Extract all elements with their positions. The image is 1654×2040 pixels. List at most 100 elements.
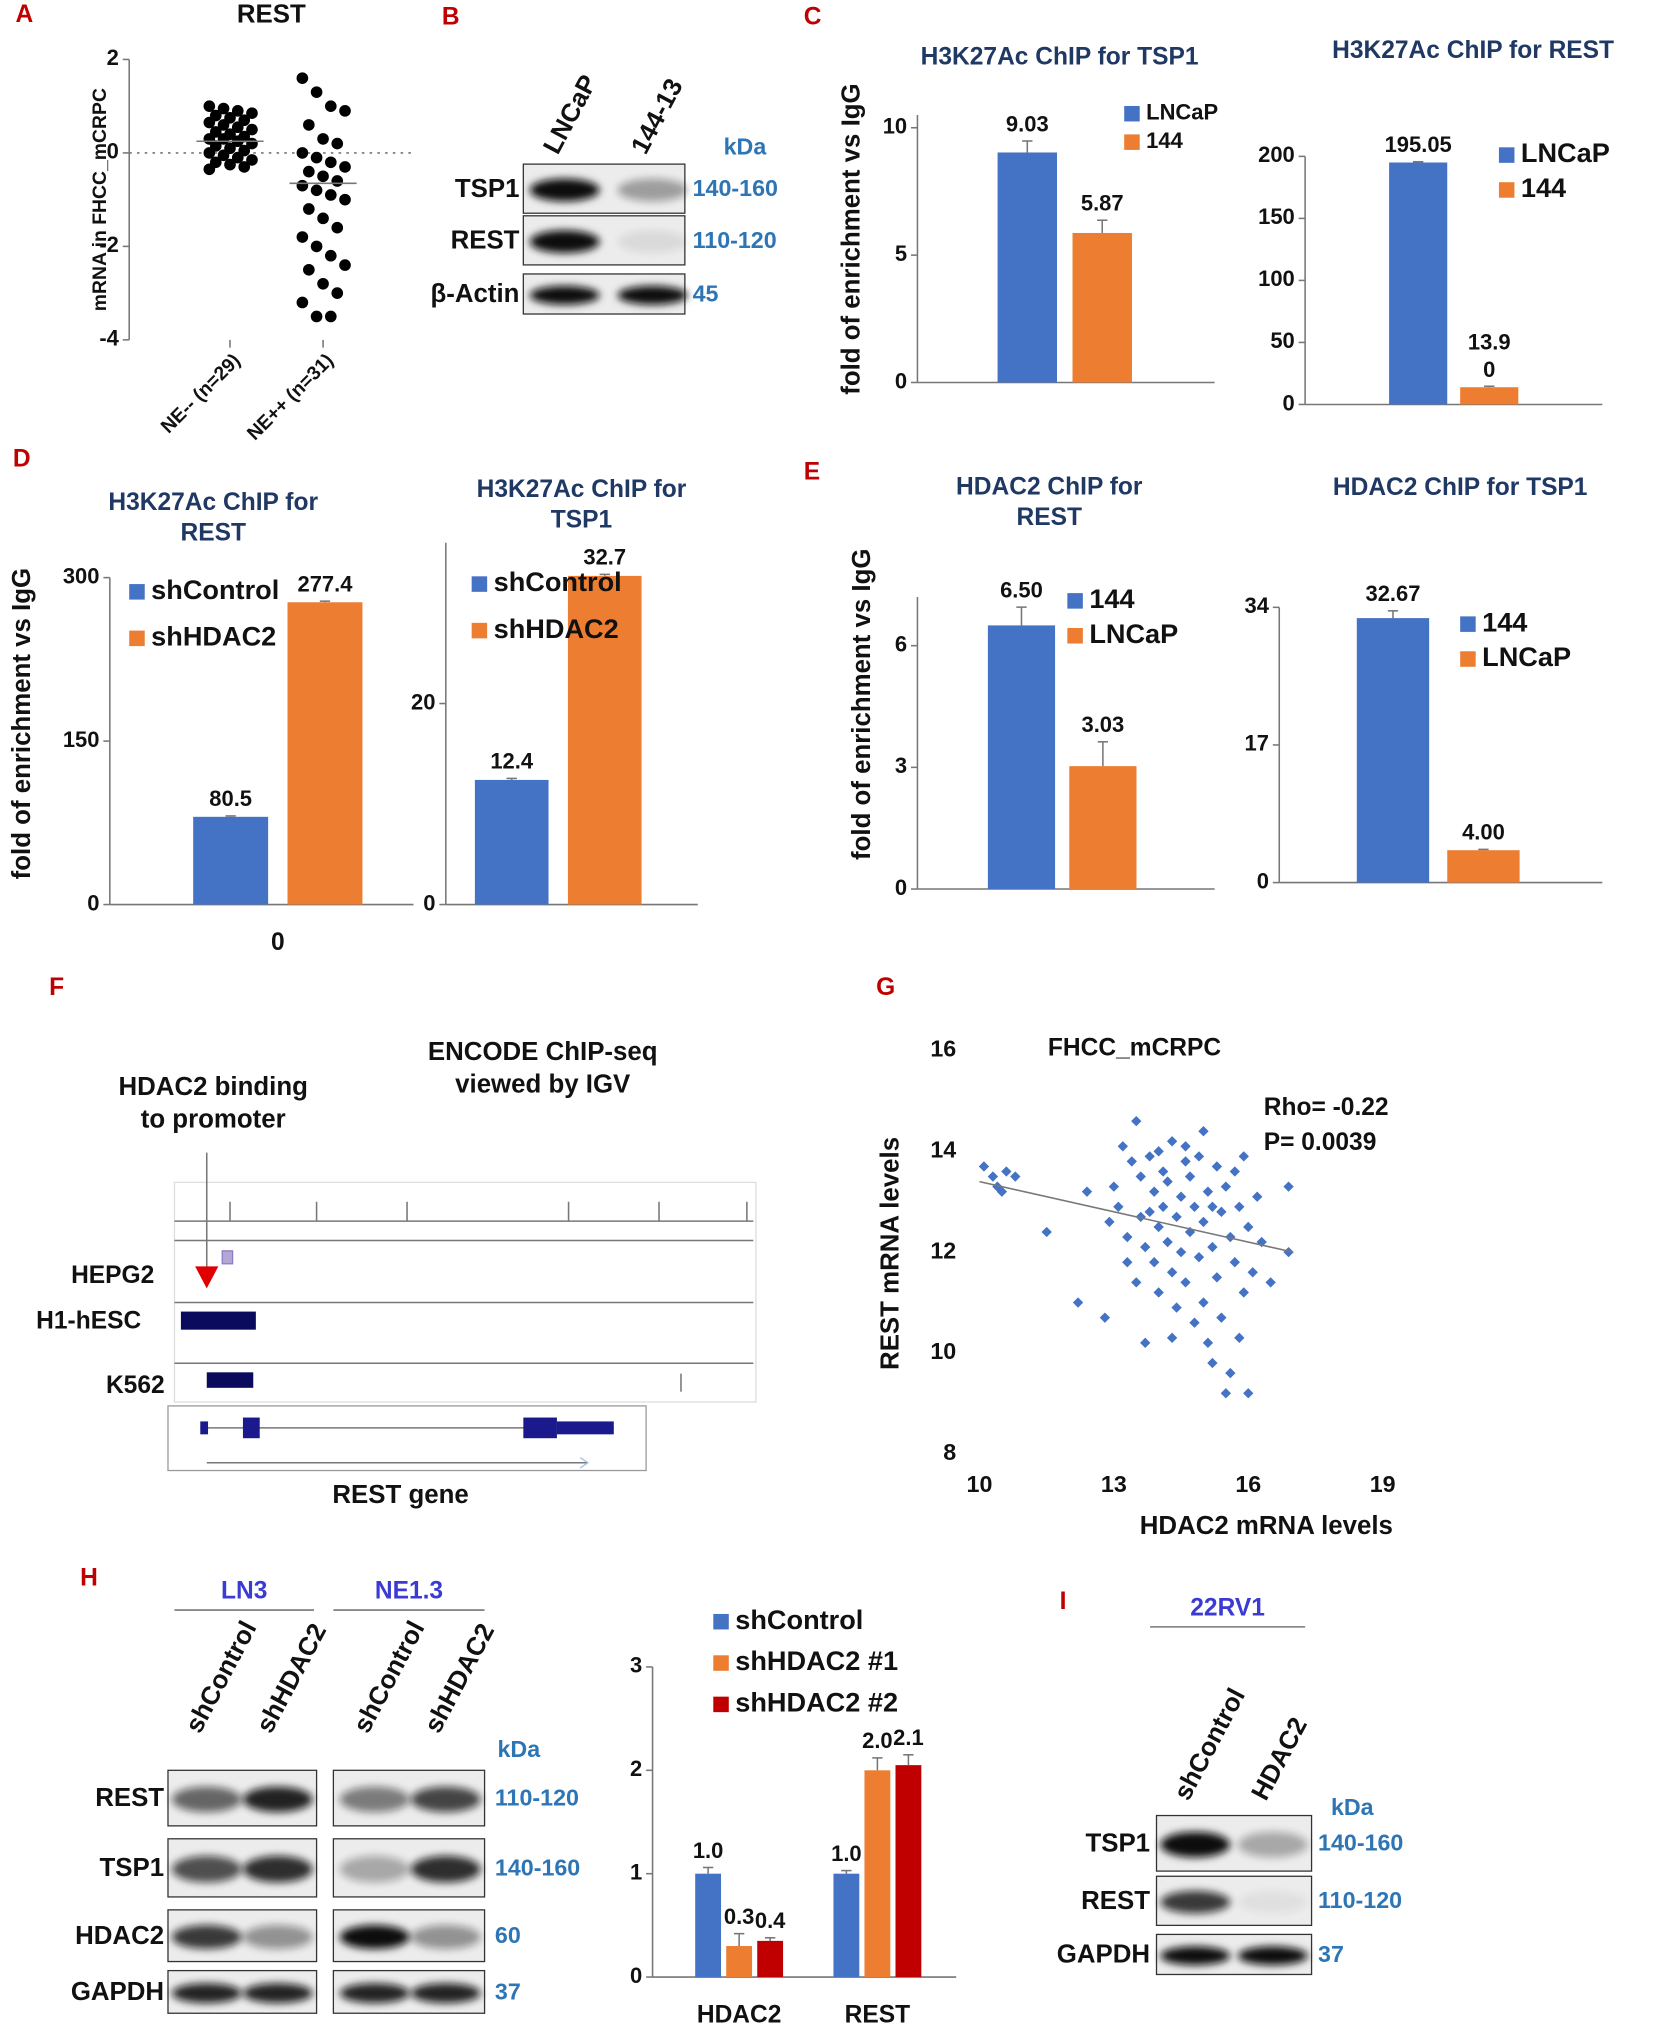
lane-label: shControl [180, 1617, 262, 1738]
blot-band [242, 1983, 313, 2004]
blot-band [339, 1786, 410, 1813]
blot-band [242, 1786, 313, 1813]
data-point [217, 119, 230, 131]
y-tick-label: 0 [87, 890, 99, 915]
row-label: GAPDH [71, 1978, 164, 2006]
data-point [238, 161, 251, 173]
y-tick-label: 300 [63, 563, 100, 588]
x-tick-label: 19 [1370, 1471, 1396, 1497]
row-label: REST [95, 1784, 164, 1812]
gene-label: REST gene [332, 1481, 468, 1509]
x-tick-label: 16 [1235, 1471, 1261, 1497]
bar [895, 1765, 922, 1978]
track-label: H1-hESC [36, 1307, 141, 1334]
legend-label: shControl [494, 566, 622, 597]
data-point [1166, 1332, 1178, 1343]
legend-swatch [1498, 182, 1515, 198]
data-point [1180, 1156, 1191, 1167]
blot-band [410, 1855, 481, 1883]
row-label: TSP1 [455, 175, 520, 203]
y-axis-label: fold of enrichment vs IgG [838, 83, 866, 394]
lane-label: LNCaP [538, 71, 602, 159]
data-point [1144, 1151, 1155, 1162]
chart-title: H3K27Ac ChIP for REST [108, 489, 318, 547]
panel-letter: H [80, 1565, 98, 1592]
lane-label: HDAC2 [1246, 1713, 1312, 1805]
data-point [339, 259, 351, 271]
data-point [1081, 1186, 1093, 1197]
data-point [203, 100, 216, 113]
data-point [324, 249, 337, 262]
data-point [1283, 1181, 1294, 1192]
value-label: 9.03 [1006, 111, 1049, 136]
data-point [1153, 1287, 1164, 1298]
data-point [1166, 1267, 1178, 1278]
data-point [231, 105, 244, 117]
data-point [1189, 1201, 1200, 1212]
data-point [203, 116, 216, 129]
data-point [1131, 1115, 1142, 1127]
data-point [246, 154, 258, 166]
data-point [324, 156, 337, 169]
annotation: P= 0.0039 [1264, 1129, 1377, 1156]
igv-exon [200, 1421, 209, 1435]
panel-letter: F [49, 974, 64, 1001]
value-label: 277.4 [298, 571, 354, 596]
y-axis-label: fold of enrichment vs IgG [848, 549, 876, 860]
y-tick-label: 14 [930, 1136, 956, 1162]
bar [1069, 766, 1137, 890]
y-axis-label: mRNA in FHCC_mCRPC [89, 88, 111, 311]
data-point [296, 179, 309, 192]
data-point [246, 123, 258, 136]
panel-letter: A [16, 1, 34, 28]
data-point [1171, 1211, 1182, 1223]
value-label: 4.00 [1462, 820, 1505, 845]
panel-letter: D [13, 446, 31, 473]
data-point [1001, 1166, 1012, 1177]
blot-band [339, 1925, 410, 1949]
x-tick-label: 13 [1101, 1471, 1127, 1497]
data-point [339, 193, 351, 206]
data-point [303, 203, 315, 215]
blot-band [1160, 1946, 1231, 1966]
data-point [1234, 1332, 1245, 1343]
data-point [331, 137, 344, 150]
data-point [324, 100, 337, 113]
legend-label: LNCaP [1089, 618, 1178, 649]
kda-label: 110-120 [693, 227, 777, 253]
data-point [1247, 1267, 1258, 1278]
blot-band [339, 1855, 410, 1883]
kda-label: 45 [693, 280, 719, 306]
panel-letter: C [804, 4, 822, 31]
data-point [310, 86, 323, 98]
legend-label: 144 [1521, 172, 1566, 203]
chart-title: FHCC_mCRPC [1048, 1035, 1221, 1062]
data-point [1140, 1241, 1151, 1253]
legend-swatch [1124, 105, 1140, 122]
y-tick-label: 2 [107, 45, 119, 70]
value-label: 5.87 [1081, 191, 1124, 216]
data-point [1140, 1337, 1151, 1349]
data-point [1166, 1136, 1178, 1147]
data-point [296, 296, 309, 309]
row-label: REST [451, 226, 520, 254]
value-label: 13.9 0 [1468, 329, 1511, 381]
x-axis-label: HDAC2 mRNA levels [1140, 1512, 1393, 1540]
group-label: NE1.3 [375, 1577, 443, 1604]
data-point [310, 310, 323, 323]
data-point [1126, 1156, 1137, 1167]
kda-label: 110-120 [495, 1785, 579, 1811]
data-point [310, 240, 323, 253]
y-tick-label: 0 [107, 139, 119, 164]
bar [1447, 850, 1520, 883]
legend-swatch [1067, 628, 1083, 644]
kda-unit: kDa [497, 1736, 541, 1762]
bar [757, 1940, 784, 1978]
data-point [1131, 1277, 1142, 1288]
blot-band [242, 1855, 313, 1883]
bar [695, 1873, 722, 1978]
data-point [217, 102, 230, 115]
data-point [1243, 1388, 1254, 1399]
blot-band [1160, 1831, 1231, 1858]
